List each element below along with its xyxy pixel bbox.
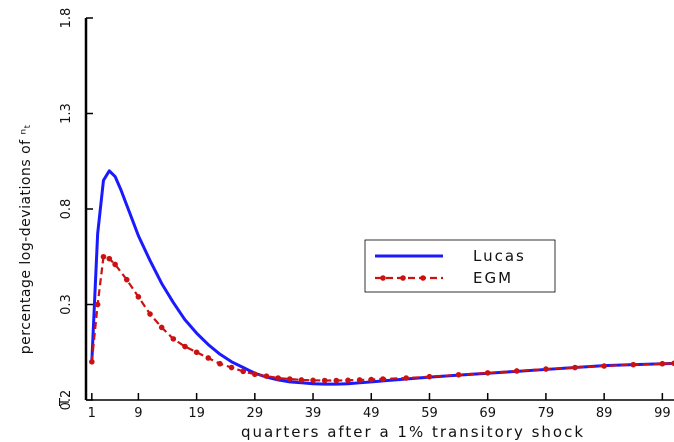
series-point-egm xyxy=(403,375,409,381)
series-point-egm xyxy=(228,364,235,371)
legend-marker-egm xyxy=(420,275,426,281)
series-point-egm xyxy=(170,336,177,342)
series-point-egm xyxy=(147,311,153,317)
x-tick-label: 49 xyxy=(363,406,380,421)
series-point-egm xyxy=(89,359,95,365)
series-point-egm xyxy=(112,261,118,268)
x-tick-label: 1 xyxy=(88,406,96,421)
series-point-egm xyxy=(601,363,607,369)
y-tick-label: 0.8 xyxy=(59,199,74,220)
series-point-egm xyxy=(426,373,433,380)
x-tick-label: 89 xyxy=(596,406,613,421)
legend-marker-egm xyxy=(380,275,386,281)
series-point-egm xyxy=(543,366,549,372)
x-axis-label: quarters after a 1% transitory shock xyxy=(241,423,585,441)
series-point-egm xyxy=(135,294,142,300)
series-point-egm xyxy=(455,371,462,378)
y-axis-ticks: 0.2 0.3 0.8 1.3 1.8 xyxy=(59,8,93,411)
series-point-egm xyxy=(106,255,113,262)
series-point-egm xyxy=(193,349,200,356)
series-point-egm xyxy=(484,370,491,376)
legend-marker-egm xyxy=(400,275,406,281)
series-point-egm xyxy=(123,276,130,283)
series-point-egm xyxy=(321,377,328,384)
x-tick-label: 9 xyxy=(134,406,142,421)
y-axis-label: percentage log-deviations of ⁿₜ xyxy=(18,124,34,355)
x-tick-label: 99 xyxy=(654,406,671,421)
series-point-egm xyxy=(659,360,666,367)
series-point-egm xyxy=(252,371,258,378)
y-tick-label: 1.3 xyxy=(59,103,74,124)
series-point-egm xyxy=(671,360,674,367)
legend-label-lucas: Lucas xyxy=(473,247,526,265)
series-point-egm xyxy=(263,373,270,379)
series-point-egm xyxy=(205,355,212,361)
series-point-egm xyxy=(345,377,351,384)
y-tick-label: 1.8 xyxy=(59,8,74,29)
series-point-egm xyxy=(298,377,305,383)
series-point-egm xyxy=(158,324,165,331)
series-point-egm xyxy=(217,360,223,367)
series-point-egm xyxy=(380,376,386,382)
series-point-egm xyxy=(100,253,107,260)
series-point-egm xyxy=(310,377,316,384)
series-point-egm xyxy=(572,364,578,371)
series-line-egm xyxy=(90,255,674,382)
series-point-egm xyxy=(240,368,246,375)
x-tick-label: 29 xyxy=(247,406,264,421)
legend: Lucas EGM xyxy=(364,239,556,293)
x-tick-label: 59 xyxy=(421,406,438,421)
x-tick-label: 69 xyxy=(479,406,496,421)
series-layer xyxy=(89,169,674,386)
legend-box xyxy=(364,239,556,293)
x-tick-label: 79 xyxy=(538,406,555,421)
y-tick-label: 0.3 xyxy=(59,294,74,315)
series-point-egm xyxy=(94,301,101,308)
series-point-egm xyxy=(368,376,375,383)
x-axis-ticks: 1 9 19 29 39 49 59 69 79 89 99 xyxy=(88,393,671,421)
series-point-egm xyxy=(275,375,281,381)
series-point-egm xyxy=(356,377,363,383)
series-point-egm xyxy=(286,376,293,382)
legend-label-egm: EGM xyxy=(473,269,513,287)
series-point-egm xyxy=(182,343,188,350)
series-point-egm xyxy=(514,368,520,374)
y-tick-label: 0.2 xyxy=(59,390,74,411)
series-point-egm xyxy=(333,377,340,384)
series-point-egm xyxy=(630,361,637,368)
x-tick-label: 19 xyxy=(188,406,205,421)
x-tick-label: 39 xyxy=(305,406,322,421)
y-axis-marker: T xyxy=(58,398,73,407)
